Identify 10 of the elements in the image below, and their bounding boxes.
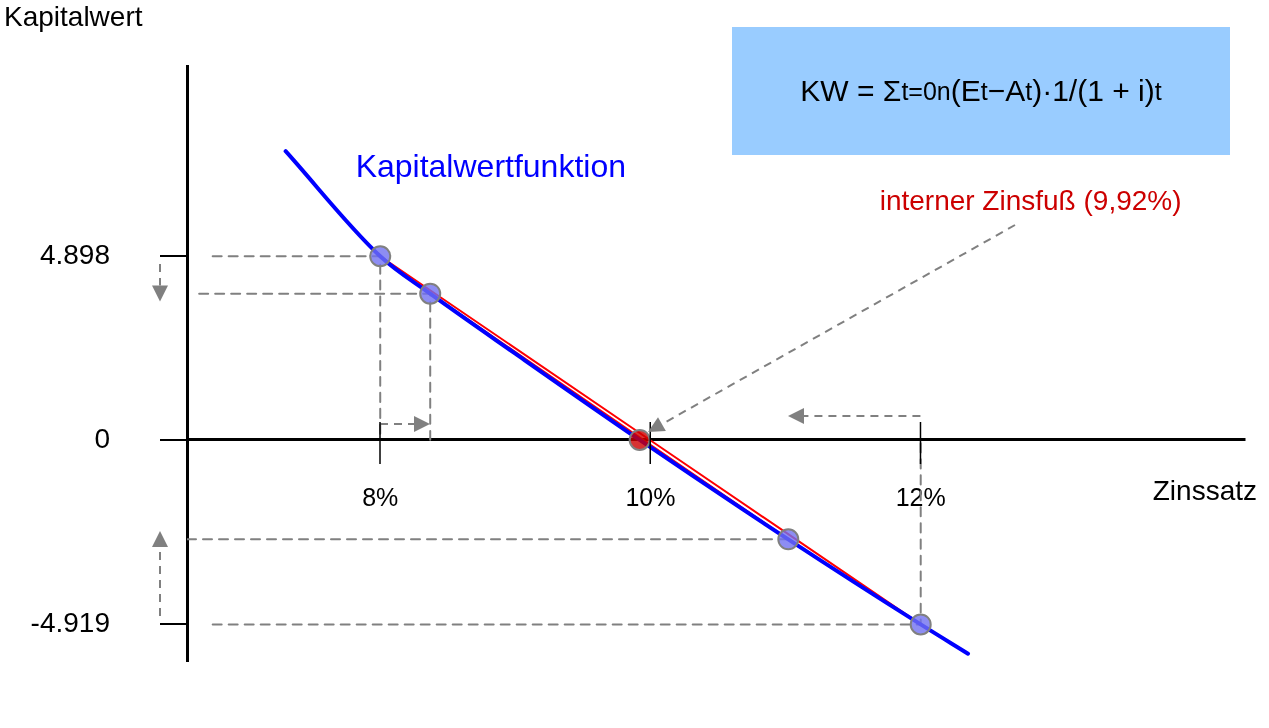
x-tick-label: 10% xyxy=(625,482,676,511)
x-axis-title: Zinssatz xyxy=(1152,474,1257,506)
y-axis-title: Kapitalwert xyxy=(4,0,143,32)
x-tick-label: 12% xyxy=(895,482,946,511)
series-label: Kapitalwertfunktion xyxy=(355,148,627,185)
y-tick-label: 0 xyxy=(94,422,110,454)
y-tick-label: -4.919 xyxy=(30,607,110,639)
x-tick-label: 8% xyxy=(362,482,399,511)
y-tick-label: 4.898 xyxy=(39,238,110,270)
annotation: interner Zinsfuß (9,92%) xyxy=(879,184,1182,216)
